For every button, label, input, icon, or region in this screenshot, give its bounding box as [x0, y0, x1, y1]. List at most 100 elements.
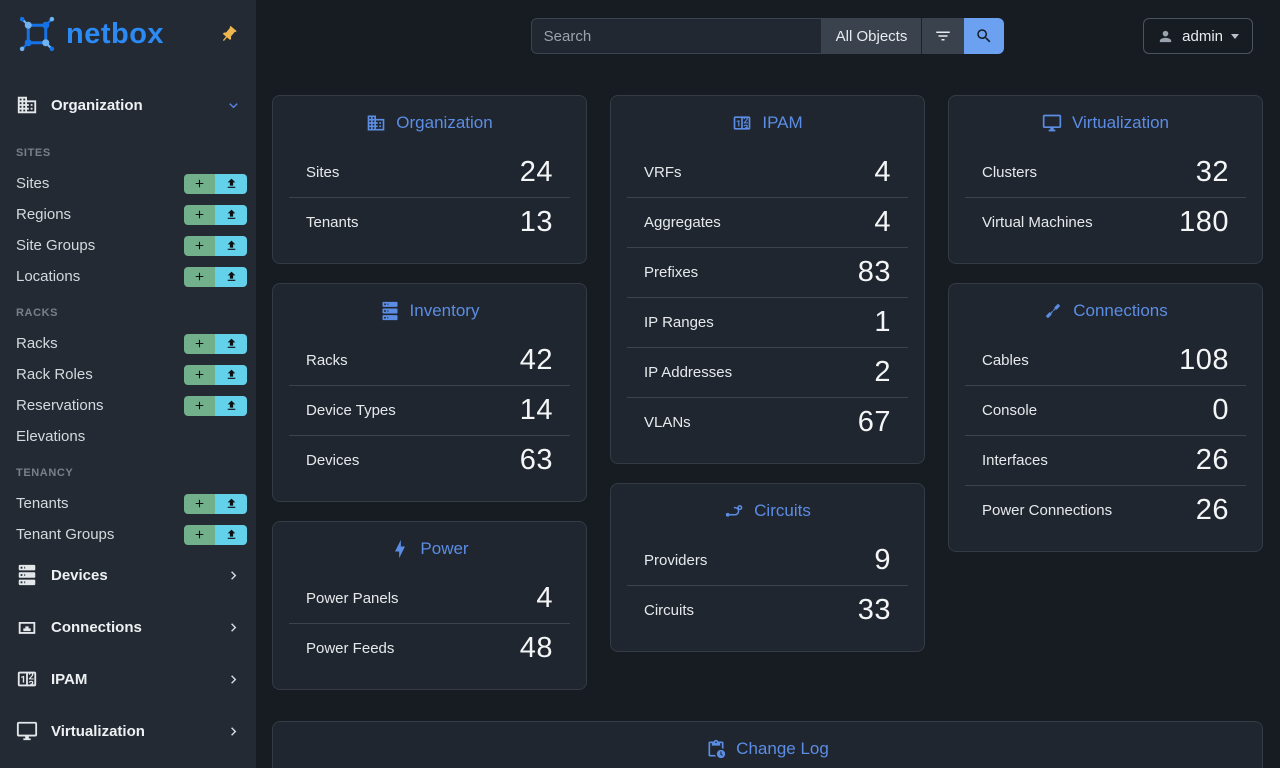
search-scope-button[interactable]: All Objects — [821, 18, 922, 54]
circuits-card: Circuits Providers 9 Circuits 33 — [610, 483, 925, 652]
stat-row: Virtual Machines 180 — [965, 197, 1246, 247]
tenant-groups-link[interactable]: Tenant Groups — [16, 526, 115, 543]
stat-row: Circuits 33 — [627, 585, 908, 635]
tenant-groups-add-button[interactable] — [184, 524, 215, 545]
sidebar-item-ipam[interactable]: IPAM — [0, 662, 256, 696]
power-card: Power Power Panels 4 Power Feeds 48 — [272, 521, 587, 690]
regions-link[interactable]: Regions — [16, 206, 72, 223]
vlans-stat-link[interactable]: VLANs — [644, 414, 691, 431]
power-feeds-stat-link[interactable]: Power Feeds — [306, 640, 395, 657]
locations-link[interactable]: Locations — [16, 268, 81, 285]
tenants-link[interactable]: Tenants — [16, 495, 69, 512]
sidebar-item-connections[interactable]: Connections — [0, 610, 256, 644]
search-submit-button[interactable] — [964, 18, 1005, 54]
ipam-card-title[interactable]: IPAM — [627, 112, 908, 134]
stat-row: Clusters 32 — [965, 147, 1246, 197]
plus-icon — [193, 177, 206, 190]
device-types-stat-link[interactable]: Device Types — [306, 402, 396, 419]
tenants-import-button[interactable] — [215, 493, 247, 514]
regions-add-button[interactable] — [184, 204, 215, 225]
sites-stat-link[interactable]: Sites — [306, 163, 340, 181]
tenants-add-button[interactable] — [184, 493, 215, 514]
stat-row: VRFs 4 — [627, 147, 908, 197]
console-stat-link[interactable]: Console — [982, 402, 1038, 419]
aggregates-stat-link[interactable]: Aggregates — [644, 214, 721, 231]
pin-sidebar-button[interactable] — [217, 23, 240, 46]
upload-icon — [225, 239, 238, 252]
sidebar-item-virtualization[interactable]: Virtualization — [0, 714, 256, 748]
sidebar-item-regions: Regions — [0, 199, 256, 230]
sites-link[interactable]: Sites — [16, 175, 50, 192]
reservations-add-button[interactable] — [184, 395, 215, 416]
rack-roles-import-button[interactable] — [215, 364, 247, 385]
elevations-link[interactable]: Elevations — [16, 428, 86, 445]
sidebar: netbox Organization SITES Sites Regions — [0, 0, 256, 768]
rack-roles-add-button[interactable] — [184, 364, 215, 385]
racks-link[interactable]: Racks — [16, 335, 58, 352]
device-types-count: 14 — [519, 394, 553, 426]
interfaces-stat-link[interactable]: Interfaces — [982, 452, 1048, 469]
prefixes-count: 83 — [857, 256, 891, 288]
nav-section-tenancy: TENANCY — [16, 467, 74, 479]
sidebar-item-tenants: Tenants — [0, 488, 256, 519]
racks-add-button[interactable] — [184, 333, 215, 354]
sidebar-item-devices[interactable]: Devices — [0, 558, 256, 592]
changelog-card-title[interactable]: Change Log — [289, 738, 1246, 760]
regions-import-button[interactable] — [215, 204, 247, 225]
ip-addresses-count: 2 — [874, 356, 891, 388]
clusters-stat-link[interactable]: Clusters — [982, 163, 1038, 181]
ip-ranges-stat-link[interactable]: IP Ranges — [644, 314, 714, 331]
circuits-stat-link[interactable]: Circuits — [644, 602, 695, 619]
racks-import-button[interactable] — [215, 333, 247, 354]
ip-addresses-stat-link[interactable]: IP Addresses — [644, 364, 733, 381]
stat-row: Prefixes 83 — [627, 247, 908, 297]
cables-count: 108 — [1179, 343, 1229, 376]
upload-icon — [225, 497, 238, 510]
inventory-card-title[interactable]: Inventory — [289, 300, 570, 322]
locations-import-button[interactable] — [215, 266, 247, 287]
providers-stat-link[interactable]: Providers — [644, 551, 708, 569]
virtualization-card-title[interactable]: Virtualization — [965, 112, 1246, 134]
rack-roles-link[interactable]: Rack Roles — [16, 366, 93, 383]
site-groups-add-button[interactable] — [184, 235, 215, 256]
stat-row: Providers 9 — [627, 535, 908, 585]
sites-import-button[interactable] — [215, 173, 247, 194]
virtualization-card: Virtualization Clusters 32 Virtual Machi… — [948, 95, 1263, 264]
locations-add-button[interactable] — [184, 266, 215, 287]
power-card-title[interactable]: Power — [289, 538, 570, 560]
tenant-groups-import-button[interactable] — [215, 524, 247, 545]
user-menu-button[interactable]: admin — [1143, 18, 1253, 54]
pin-icon — [219, 25, 238, 44]
sites-add-button[interactable] — [184, 173, 215, 194]
connections-card-title[interactable]: Connections — [965, 300, 1246, 322]
power-panels-stat-link[interactable]: Power Panels — [306, 589, 399, 607]
organization-card-title[interactable]: Organization — [289, 112, 570, 134]
chevron-down-icon — [225, 97, 242, 114]
cables-stat-link[interactable]: Cables — [982, 351, 1029, 369]
vrfs-stat-link[interactable]: VRFs — [644, 163, 682, 181]
lightning-bolt-icon — [390, 539, 410, 559]
chevron-right-icon — [225, 671, 242, 688]
circuits-card-title[interactable]: Circuits — [627, 500, 908, 522]
reservations-link[interactable]: Reservations — [16, 397, 104, 414]
search-filter-button[interactable] — [921, 18, 965, 54]
stat-row: Tenants 13 — [289, 197, 570, 247]
netbox-logo-icon[interactable] — [16, 13, 58, 55]
upload-icon — [225, 337, 238, 350]
upload-icon — [225, 208, 238, 221]
prefixes-stat-link[interactable]: Prefixes — [644, 264, 699, 281]
power-connections-stat-link[interactable]: Power Connections — [982, 502, 1113, 519]
chevron-right-icon — [225, 723, 242, 740]
reservations-import-button[interactable] — [215, 395, 247, 416]
search-input[interactable] — [530, 18, 822, 54]
devices-stat-link[interactable]: Devices — [306, 452, 360, 469]
racks-stat-link[interactable]: Racks — [306, 351, 348, 369]
site-groups-link[interactable]: Site Groups — [16, 237, 96, 254]
username: admin — [1182, 27, 1223, 45]
stat-row: Sites 24 — [289, 147, 570, 197]
virtual-machines-stat-link[interactable]: Virtual Machines — [982, 214, 1093, 231]
sidebar-item-organization[interactable]: Organization — [0, 88, 256, 122]
brand-name[interactable]: netbox — [66, 17, 165, 50]
site-groups-import-button[interactable] — [215, 235, 247, 256]
tenants-stat-link[interactable]: Tenants — [306, 214, 359, 231]
